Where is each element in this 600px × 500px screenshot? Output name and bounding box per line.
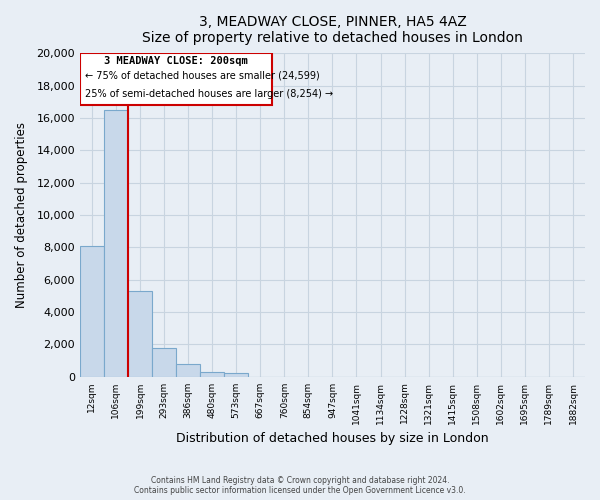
Bar <box>128 291 152 376</box>
Text: ← 75% of detached houses are smaller (24,599): ← 75% of detached houses are smaller (24… <box>85 71 319 81</box>
Title: 3, MEADWAY CLOSE, PINNER, HA5 4AZ
Size of property relative to detached houses i: 3, MEADWAY CLOSE, PINNER, HA5 4AZ Size o… <box>142 15 523 45</box>
X-axis label: Distribution of detached houses by size in London: Distribution of detached houses by size … <box>176 432 489 445</box>
Bar <box>104 110 128 376</box>
Text: 25% of semi-detached houses are larger (8,254) →: 25% of semi-detached houses are larger (… <box>85 88 333 99</box>
Text: 3 MEADWAY CLOSE: 200sqm: 3 MEADWAY CLOSE: 200sqm <box>104 56 248 66</box>
Bar <box>176 364 200 376</box>
Text: Contains HM Land Registry data © Crown copyright and database right 2024.
Contai: Contains HM Land Registry data © Crown c… <box>134 476 466 495</box>
Bar <box>80 246 104 376</box>
FancyBboxPatch shape <box>80 54 272 105</box>
Bar <box>200 372 224 376</box>
Y-axis label: Number of detached properties: Number of detached properties <box>15 122 28 308</box>
Bar <box>152 348 176 376</box>
Bar <box>224 374 248 376</box>
